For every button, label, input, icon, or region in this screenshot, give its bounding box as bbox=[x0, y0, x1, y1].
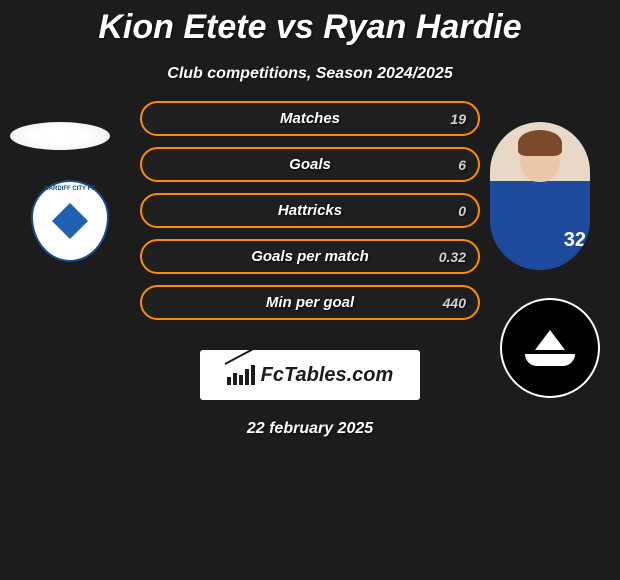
stat-value-right: 6 bbox=[458, 157, 466, 173]
cardiff-badge-text: CARDIFF CITY FC bbox=[44, 186, 95, 192]
jersey-number: 32 bbox=[564, 229, 586, 252]
stat-label: Matches bbox=[280, 110, 340, 127]
club-logo-left: CARDIFF CITY FC bbox=[20, 178, 120, 264]
date-text: 22 february 2025 bbox=[0, 420, 620, 438]
sub-header: Club competitions, Season 2024/2025 bbox=[0, 65, 620, 83]
page-title: Kion Etete vs Ryan Hardie bbox=[0, 0, 620, 47]
stat-label: Hattricks bbox=[278, 202, 342, 219]
stat-bar-hattricks: Hattricks 0 bbox=[140, 193, 480, 228]
stat-label: Goals bbox=[289, 156, 331, 173]
stat-bar-goals: Goals 6 bbox=[140, 147, 480, 182]
stat-bar-matches: Matches 19 bbox=[140, 101, 480, 136]
stat-value-right: 0.32 bbox=[439, 249, 466, 265]
stat-value-right: 440 bbox=[443, 295, 466, 311]
player-photo-right: 32 bbox=[490, 122, 590, 270]
stat-bar-goals-per-match: Goals per match 0.32 bbox=[140, 239, 480, 274]
brand-chart-icon bbox=[227, 365, 255, 385]
club-logo-right bbox=[500, 298, 600, 398]
stat-bar-min-per-goal: Min per goal 440 bbox=[140, 285, 480, 320]
stat-label: Min per goal bbox=[266, 294, 354, 311]
stat-value-right: 19 bbox=[450, 111, 466, 127]
brand-logo-box[interactable]: FcTables.com bbox=[200, 350, 420, 400]
stat-label: Goals per match bbox=[251, 248, 369, 265]
plymouth-badge-icon bbox=[525, 330, 575, 366]
player-photo-left bbox=[10, 122, 110, 150]
stat-value-right: 0 bbox=[458, 203, 466, 219]
cardiff-badge-icon: CARDIFF CITY FC bbox=[31, 180, 109, 262]
brand-text: FcTables.com bbox=[261, 364, 394, 387]
stats-container: Matches 19 Goals 6 Hattricks 0 Goals per… bbox=[140, 101, 480, 320]
